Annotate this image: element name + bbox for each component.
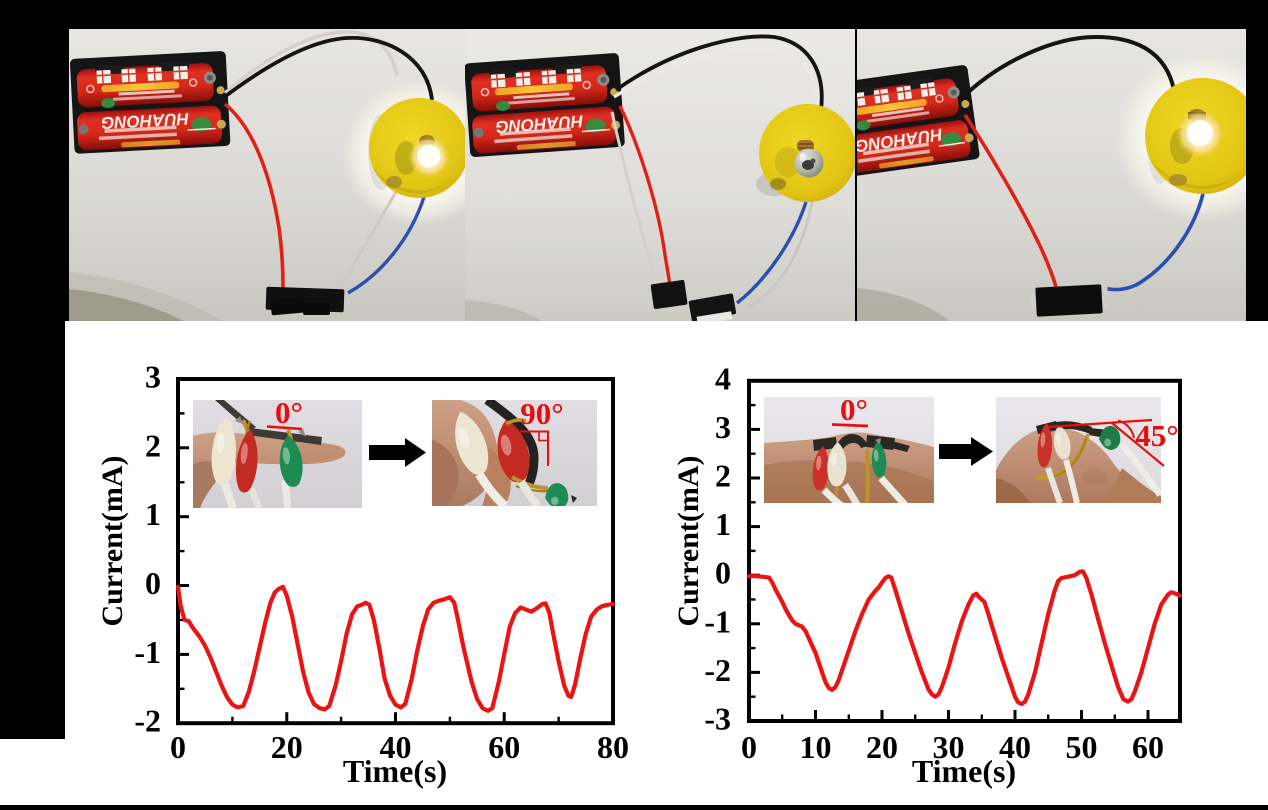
svg-text:40: 40 xyxy=(380,729,412,765)
svg-text:0°: 0° xyxy=(840,392,868,427)
svg-text:0: 0 xyxy=(170,729,186,765)
svg-text:45°: 45° xyxy=(1135,418,1178,453)
svg-text:-1: -1 xyxy=(134,634,161,670)
svg-text:-3: -3 xyxy=(704,701,731,737)
svg-text:4: 4 xyxy=(715,360,731,396)
svg-text:40: 40 xyxy=(999,729,1031,765)
svg-text:0°: 0° xyxy=(275,395,303,430)
svg-text:3: 3 xyxy=(145,359,161,395)
svg-text:Current(mA): Current(mA) xyxy=(96,455,129,626)
svg-text:0: 0 xyxy=(715,555,731,591)
svg-text:80: 80 xyxy=(597,729,629,765)
svg-text:20: 20 xyxy=(866,729,898,765)
svg-text:Time(s): Time(s) xyxy=(912,753,1016,789)
svg-text:1: 1 xyxy=(145,496,161,532)
svg-text:2: 2 xyxy=(145,427,161,463)
svg-text:-2: -2 xyxy=(704,652,731,688)
svg-text:10: 10 xyxy=(800,729,832,765)
svg-text:60: 60 xyxy=(488,729,520,765)
svg-text:2: 2 xyxy=(715,458,731,494)
svg-text:0: 0 xyxy=(145,565,161,601)
svg-text:50: 50 xyxy=(1066,729,1098,765)
svg-text:Current(mA): Current(mA) xyxy=(672,455,705,626)
svg-text:0: 0 xyxy=(741,729,757,765)
svg-text:-2: -2 xyxy=(134,703,161,739)
svg-text:30: 30 xyxy=(933,729,965,765)
svg-text:20: 20 xyxy=(271,729,303,765)
svg-text:-1: -1 xyxy=(704,603,731,639)
svg-text:60: 60 xyxy=(1132,729,1164,765)
svg-text:Time(s): Time(s) xyxy=(343,753,447,789)
svg-text:90°: 90° xyxy=(520,396,563,431)
svg-text:1: 1 xyxy=(715,506,731,542)
svg-text:3: 3 xyxy=(715,409,731,445)
